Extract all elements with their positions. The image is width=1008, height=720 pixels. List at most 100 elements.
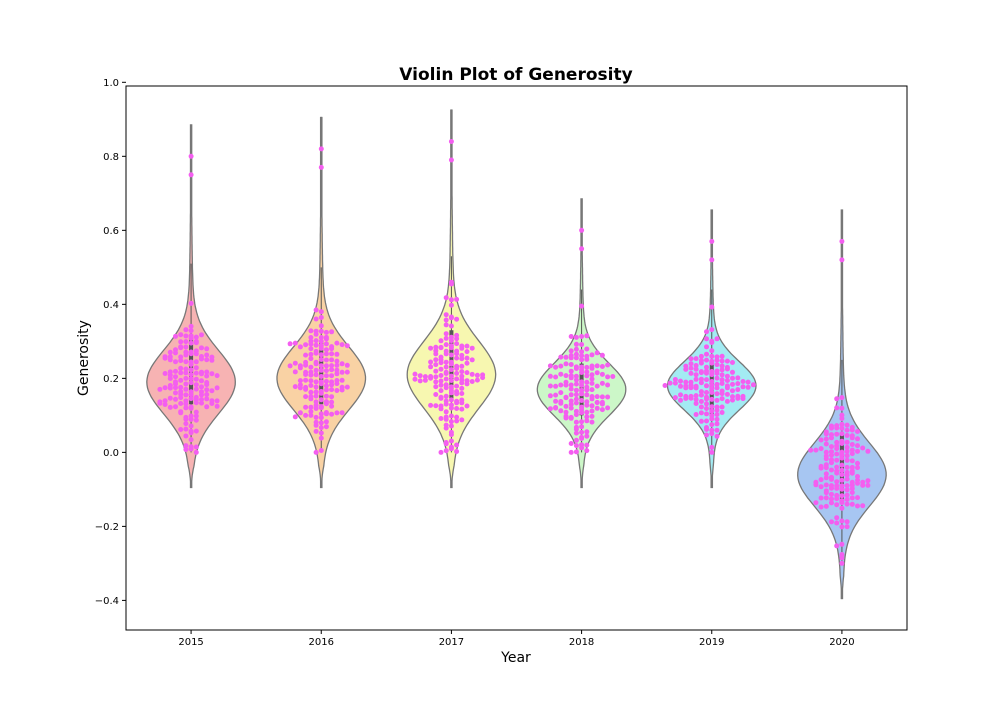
swarm-point — [704, 329, 709, 335]
swarm-point — [834, 451, 840, 457]
swarm-point — [214, 403, 220, 409]
swarm-point — [829, 467, 834, 473]
swarm-point — [188, 367, 194, 373]
swarm-point — [547, 383, 553, 389]
swarm-point — [599, 371, 605, 377]
swarm-point — [719, 372, 725, 378]
swarm-point — [730, 375, 735, 381]
swarm-point — [157, 386, 163, 392]
swarm-point — [443, 335, 449, 341]
swarm-point — [834, 446, 840, 452]
swarm-point — [568, 362, 574, 367]
swarm-point — [579, 391, 585, 397]
swarm-point — [834, 425, 840, 431]
swarm-point — [589, 387, 595, 393]
swarm-point — [334, 362, 340, 368]
swarm-point — [193, 334, 199, 340]
swarm-point — [480, 375, 486, 381]
swarm-point — [323, 357, 329, 363]
swarm-point — [573, 426, 579, 432]
swarm-point — [579, 410, 585, 416]
swarm-point — [599, 401, 605, 407]
swarm-point — [844, 472, 850, 478]
swarm-point — [433, 368, 439, 374]
swarm-point — [688, 395, 694, 401]
swarm-point — [459, 356, 465, 362]
swarm-point — [599, 394, 605, 400]
swarm-point — [323, 419, 329, 425]
swarm-point — [693, 376, 699, 382]
swarm-point — [839, 560, 845, 566]
swarm-point — [438, 388, 444, 394]
swarm-point — [438, 345, 444, 351]
swarm-point — [459, 369, 465, 375]
swarm-point — [459, 380, 465, 386]
swarm-point — [443, 312, 449, 318]
swarm-point — [594, 394, 600, 400]
x-axis: 2015 2016 2017 2018 2019 2020 — [178, 630, 855, 648]
swarm-point — [469, 379, 475, 384]
swarm-point — [849, 501, 855, 507]
swarm-point — [183, 352, 189, 358]
swarm-point — [323, 387, 329, 393]
swarm-point — [672, 380, 678, 386]
swarm-point — [334, 388, 340, 393]
swarm-point — [292, 384, 298, 390]
swarm-point — [308, 412, 314, 418]
swarm-point — [178, 427, 184, 432]
swarm-point — [834, 479, 840, 485]
swarm-point — [693, 356, 699, 362]
swarm-point — [813, 482, 819, 488]
swarm-point — [709, 304, 715, 310]
swarm-point — [313, 350, 319, 356]
swarm-point — [323, 411, 329, 417]
swarm-point — [433, 379, 439, 385]
swarm-point — [464, 343, 470, 349]
swarm-point — [563, 395, 569, 401]
swarm-point — [448, 338, 454, 344]
swarm-point — [688, 356, 694, 362]
swarm-point — [599, 352, 605, 358]
swarm-point — [469, 357, 475, 363]
swarm-point — [334, 371, 340, 377]
swarm-point — [834, 396, 840, 402]
swarm-point — [589, 403, 595, 409]
swarm-point — [339, 410, 345, 416]
swarm-point — [579, 334, 585, 339]
swarm-point — [834, 439, 840, 445]
swarm-point — [844, 492, 850, 498]
swarm-point — [438, 366, 444, 372]
swarm-point — [448, 302, 454, 308]
swarm-point — [839, 518, 845, 524]
swarm-point — [553, 374, 559, 380]
swarm-point — [709, 257, 715, 263]
swarm-point — [329, 351, 335, 357]
swarm-point — [709, 404, 715, 410]
swarm-point — [839, 555, 845, 561]
swarm-point — [318, 381, 324, 387]
swarm-point — [844, 427, 850, 433]
swarm-point — [683, 366, 689, 372]
swarm-point — [422, 377, 428, 383]
swarm-point — [818, 484, 824, 490]
swarm-point — [344, 362, 350, 368]
swarm-point — [412, 371, 418, 377]
swarm-point — [844, 422, 850, 428]
swarm-point — [204, 387, 210, 393]
swarm-point — [292, 360, 298, 366]
y-tick-label: 0.0 — [103, 448, 119, 459]
swarm-point — [714, 427, 720, 433]
swarm-point — [698, 410, 704, 416]
swarm-point — [183, 344, 189, 350]
swarm-point — [678, 378, 683, 384]
swarm-point — [459, 385, 465, 391]
swarm-point — [313, 331, 319, 337]
swarm-point — [818, 504, 824, 510]
swarm-point — [443, 351, 449, 357]
swarm-point — [704, 411, 709, 417]
swarm-point — [823, 436, 829, 442]
swarm-point — [589, 413, 595, 419]
swarm-point — [693, 412, 699, 417]
swarm-point — [448, 315, 454, 321]
swarm-point — [584, 387, 590, 393]
